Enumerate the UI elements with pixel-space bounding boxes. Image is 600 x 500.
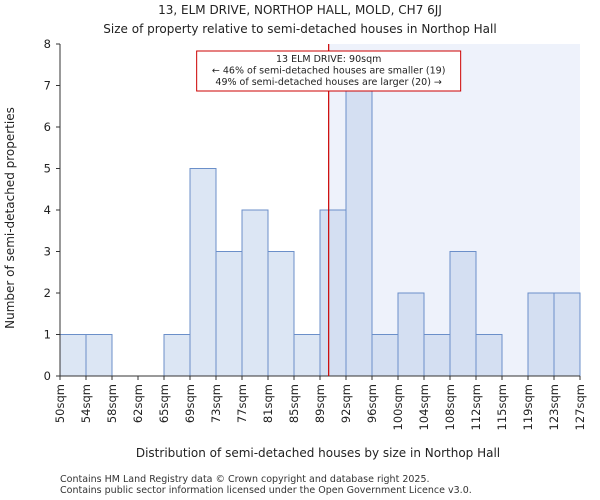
x-tick-label: 89sqm <box>313 384 327 423</box>
x-tick-label: 112sqm <box>469 384 483 430</box>
x-axis-label: Distribution of semi-detached houses by … <box>136 446 500 460</box>
histogram-bar <box>449 251 477 377</box>
y-tick-label: 8 <box>44 37 51 51</box>
histogram-bar <box>319 209 347 377</box>
histogram-bar <box>371 334 399 377</box>
y-tick-label: 7 <box>44 79 51 93</box>
x-tick-label: 115sqm <box>495 384 509 430</box>
histogram-bar <box>59 334 87 377</box>
x-tick-label: 108sqm <box>443 384 457 430</box>
x-tick-label: 104sqm <box>417 384 431 430</box>
x-tick-label: 54sqm <box>79 384 93 423</box>
x-tick-label: 119sqm <box>521 384 535 430</box>
annotation-box <box>196 50 462 92</box>
chart-title: 13, ELM DRIVE, NORTHOP HALL, MOLD, CH7 6… <box>158 3 442 17</box>
footer-copyright: Contains HM Land Registry data © Crown c… <box>60 474 430 485</box>
histogram-bar <box>267 251 295 377</box>
histogram-bar <box>241 209 269 377</box>
y-tick-label: 3 <box>44 245 51 259</box>
x-tick-label: 96sqm <box>365 384 379 423</box>
x-tick-label: 85sqm <box>287 384 301 423</box>
y-axis-label: Number of semi-detached properties <box>3 107 17 329</box>
y-tick-label: 0 <box>44 369 51 383</box>
x-tick-label: 58sqm <box>105 384 119 423</box>
histogram-bar <box>423 334 451 377</box>
histogram-bar <box>293 334 321 377</box>
y-tick-label: 6 <box>44 120 51 134</box>
y-tick-label: 1 <box>44 328 51 342</box>
histogram-bar <box>475 334 503 377</box>
histogram-bar <box>553 292 581 377</box>
histogram-bar <box>527 292 555 377</box>
x-tick-label: 123sqm <box>547 384 561 430</box>
y-tick-label: 5 <box>44 162 51 176</box>
annotation-line-3: 49% of semi-detached houses are larger (… <box>215 77 442 88</box>
histogram-bar <box>85 334 113 377</box>
y-tick-label: 2 <box>44 286 51 300</box>
x-tick-label: 69sqm <box>183 384 197 423</box>
histogram-bar <box>345 85 373 377</box>
x-tick-label: 50sqm <box>53 384 67 423</box>
histogram-bar <box>163 334 191 377</box>
x-tick-label: 92sqm <box>339 384 353 423</box>
plot-area: 0 1 2 3 4 5 6 7 8 50sqm 54sqm 58sqm 62sqm 65sqm 69sqm 7… <box>44 37 587 430</box>
x-tick-label: 73sqm <box>209 384 223 423</box>
x-tick-label: 81sqm <box>261 384 275 423</box>
x-tick-label: 127sqm <box>573 384 587 430</box>
x-tick-label: 62sqm <box>131 384 145 423</box>
histogram-bar <box>397 292 425 377</box>
chart-subtitle: Size of property relative to semi-detach… <box>103 22 496 36</box>
x-tick-label: 100sqm <box>391 384 405 430</box>
annotation-line-2: ← 46% of semi-detached houses are smalle… <box>212 66 446 77</box>
histogram-bar <box>189 168 217 377</box>
annotation-line-1: 13 ELM DRIVE: 90sqm <box>276 54 381 65</box>
x-tick-label: 65sqm <box>157 384 171 423</box>
x-tick-label: 77sqm <box>235 384 249 423</box>
footer-licence: Contains public sector information licen… <box>60 485 472 496</box>
histogram-bar <box>215 251 243 377</box>
y-tick-label: 4 <box>44 203 51 217</box>
